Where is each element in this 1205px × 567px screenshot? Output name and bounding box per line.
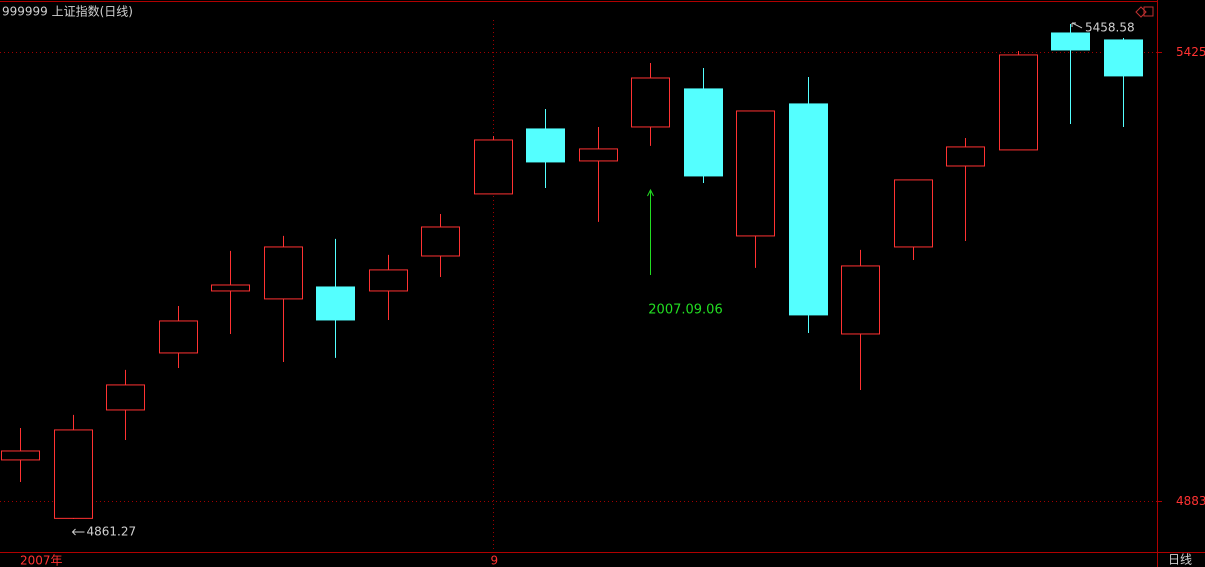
annotation-arrowhead bbox=[647, 188, 654, 197]
candle-body bbox=[474, 139, 513, 195]
candle-body bbox=[54, 429, 93, 519]
period-label: 日线 bbox=[1168, 553, 1192, 567]
icon bbox=[1135, 6, 1147, 18]
candle-body bbox=[999, 54, 1038, 151]
annotation: 2007.09.06 bbox=[648, 303, 722, 318]
icon bbox=[1143, 6, 1154, 17]
candle-body bbox=[736, 110, 775, 237]
candle-body bbox=[1051, 32, 1090, 51]
candle-body bbox=[159, 320, 198, 354]
candle-body bbox=[106, 384, 145, 411]
y-tick-label: 5425 bbox=[1176, 45, 1205, 59]
y-tick-label: 4883 bbox=[1176, 494, 1205, 508]
candle-body bbox=[369, 269, 408, 292]
high-label: 5458.58 bbox=[1085, 20, 1135, 34]
candle-body bbox=[684, 88, 723, 177]
candle-body bbox=[264, 246, 303, 300]
candle-body bbox=[841, 265, 880, 335]
x-tick-label: 2007年 bbox=[20, 554, 63, 567]
candle-body bbox=[526, 128, 565, 163]
candle-body bbox=[211, 284, 250, 292]
low-label: 4861.27 bbox=[87, 524, 137, 538]
candle-body bbox=[894, 179, 933, 248]
x-tick-label: 9 bbox=[491, 554, 499, 567]
chart-title: 999999 上证指数(日线) bbox=[2, 4, 133, 19]
high-arrow bbox=[1071, 22, 1083, 29]
candle-body bbox=[579, 148, 618, 162]
candle-body bbox=[1, 450, 40, 461]
candle-body bbox=[631, 77, 670, 128]
low-arrow bbox=[71, 528, 85, 536]
candle-body bbox=[316, 286, 355, 321]
candle-body bbox=[946, 146, 985, 167]
candle-body bbox=[421, 226, 460, 257]
candle-body bbox=[1104, 39, 1143, 77]
candle-body bbox=[789, 103, 828, 316]
